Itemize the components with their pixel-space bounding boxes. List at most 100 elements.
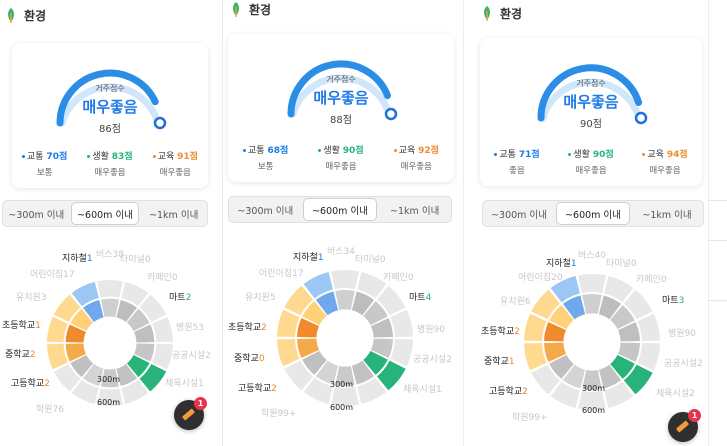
label-terminal[interactable]: 타미널0 bbox=[120, 255, 151, 265]
donut-outer-segment[interactable] bbox=[303, 377, 333, 404]
donut-outer-segment[interactable] bbox=[390, 338, 413, 367]
tab-1km[interactable]: ~1km 이내 bbox=[149, 209, 199, 221]
donut-inner-segment[interactable] bbox=[65, 343, 86, 362]
label-public[interactable]: 공공시설2 bbox=[664, 359, 703, 369]
donut-outer-segment[interactable] bbox=[376, 360, 406, 391]
donut-outer-segment[interactable] bbox=[303, 272, 333, 299]
donut-inner-segment[interactable] bbox=[65, 324, 86, 343]
donut-inner-segment[interactable] bbox=[562, 295, 586, 320]
donut-inner-segment[interactable] bbox=[582, 369, 602, 390]
donut-inner-segment[interactable] bbox=[315, 291, 339, 316]
donut-inner-segment[interactable] bbox=[351, 291, 375, 316]
donut-outer-segment[interactable] bbox=[331, 386, 359, 406]
donut-inner-segment[interactable] bbox=[544, 342, 567, 362]
donut-inner-segment[interactable] bbox=[302, 350, 327, 375]
donut-inner-segment[interactable] bbox=[70, 308, 94, 332]
label-cafe[interactable]: 카페인0 bbox=[636, 275, 667, 285]
label-elementary[interactable]: 초등학교1 bbox=[2, 321, 41, 331]
label-high[interactable]: 고등학교2 bbox=[11, 379, 50, 389]
tab-600m[interactable]: ~600m 이내 bbox=[302, 198, 378, 221]
donut-inner-segment[interactable] bbox=[363, 301, 388, 326]
label-subway[interactable]: 지하철1 bbox=[546, 259, 577, 269]
donut-outer-segment[interactable] bbox=[284, 360, 314, 391]
label-bus[interactable]: 버스34 bbox=[327, 247, 356, 257]
donut-outer-segment[interactable] bbox=[623, 364, 653, 395]
donut-inner-segment[interactable] bbox=[315, 360, 339, 385]
label-academy[interactable]: 학원76 bbox=[36, 405, 65, 415]
donut-inner-segment[interactable] bbox=[544, 322, 567, 342]
edit-fab-button[interactable]: 1 bbox=[668, 409, 701, 442]
donut-inner-segment[interactable] bbox=[116, 364, 137, 387]
label-elementary[interactable]: 초등학교2 bbox=[228, 323, 267, 333]
label-hospital[interactable]: 병원90 bbox=[417, 325, 446, 335]
donut-outer-segment[interactable] bbox=[637, 342, 660, 371]
donut-inner-segment[interactable] bbox=[126, 354, 150, 378]
label-kindergarten[interactable]: 유치원3 bbox=[16, 293, 47, 303]
donut-outer-segment[interactable] bbox=[53, 294, 81, 323]
donut-inner-segment[interactable] bbox=[83, 364, 104, 387]
label-subway[interactable]: 지하철1 bbox=[62, 254, 93, 264]
donut-inner-segment[interactable] bbox=[100, 298, 120, 318]
label-middle[interactable]: 중학교1 bbox=[484, 357, 515, 367]
donut-outer-segment[interactable] bbox=[97, 388, 123, 406]
donut-inner-segment[interactable] bbox=[617, 322, 640, 342]
donut-inner-segment[interactable] bbox=[562, 364, 586, 389]
donut-outer-segment[interactable] bbox=[139, 294, 167, 323]
donut-inner-segment[interactable] bbox=[302, 301, 327, 326]
donut-outer-segment[interactable] bbox=[390, 309, 413, 338]
donut-outer-segment[interactable] bbox=[277, 338, 300, 367]
label-sports[interactable]: 체육시설1 bbox=[403, 385, 442, 395]
donut-inner-segment[interactable] bbox=[549, 354, 574, 379]
label-high[interactable]: 고등학교2 bbox=[238, 384, 277, 394]
donut-outer-segment[interactable] bbox=[139, 363, 167, 392]
donut-inner-segment[interactable] bbox=[610, 354, 635, 379]
donut-inner-segment[interactable] bbox=[370, 338, 393, 358]
donut-outer-segment[interactable] bbox=[121, 281, 149, 307]
donut-outer-segment[interactable] bbox=[284, 285, 314, 316]
donut-outer-segment[interactable] bbox=[524, 313, 547, 342]
donut-outer-segment[interactable] bbox=[531, 364, 561, 395]
donut-outer-segment[interactable] bbox=[550, 276, 580, 303]
tab-1km[interactable]: ~1km 이내 bbox=[390, 205, 440, 217]
donut-outer-segment[interactable] bbox=[277, 309, 300, 338]
donut-outer-segment[interactable] bbox=[53, 363, 81, 392]
donut-inner-segment[interactable] bbox=[335, 365, 355, 386]
label-elementary[interactable]: 초등학교2 bbox=[481, 327, 520, 337]
donut-outer-segment[interactable] bbox=[376, 285, 406, 316]
donut-inner-segment[interactable] bbox=[370, 318, 393, 338]
edit-fab-button[interactable]: 1 bbox=[174, 397, 207, 430]
donut-outer-segment[interactable] bbox=[47, 343, 68, 370]
label-bus[interactable]: 버스38 bbox=[96, 250, 125, 260]
donut-outer-segment[interactable] bbox=[578, 390, 606, 410]
label-cafe[interactable]: 카페인0 bbox=[147, 273, 178, 283]
donut-outer-segment[interactable] bbox=[531, 289, 561, 320]
donut-inner-segment[interactable] bbox=[134, 343, 155, 362]
donut-outer-segment[interactable] bbox=[524, 342, 547, 371]
donut-inner-segment[interactable] bbox=[116, 299, 137, 322]
donut-outer-segment[interactable] bbox=[152, 343, 173, 370]
donut-inner-segment[interactable] bbox=[610, 305, 635, 330]
donut-inner-segment[interactable] bbox=[134, 324, 155, 343]
label-terminal[interactable]: 타미널0 bbox=[355, 255, 386, 265]
donut-inner-segment[interactable] bbox=[70, 354, 94, 378]
donut-inner-segment[interactable] bbox=[335, 290, 355, 311]
label-sports[interactable]: 체육시설1 bbox=[165, 379, 204, 389]
donut-outer-segment[interactable] bbox=[550, 381, 580, 408]
donut-inner-segment[interactable] bbox=[363, 350, 388, 375]
label-kindergarten[interactable]: 유치원6 bbox=[500, 297, 531, 307]
label-hospital[interactable]: 병원90 bbox=[668, 329, 697, 339]
label-cafe[interactable]: 카페인0 bbox=[383, 273, 414, 283]
tab-1km[interactable]: ~1km 이내 bbox=[642, 209, 692, 221]
donut-outer-segment[interactable] bbox=[604, 381, 634, 408]
label-bus[interactable]: 버스40 bbox=[578, 251, 607, 261]
tab-300m[interactable]: ~300m 이내 bbox=[237, 205, 294, 217]
label-middle[interactable]: 중학교0 bbox=[234, 354, 265, 364]
tab-300m[interactable]: ~300m 이내 bbox=[491, 209, 547, 221]
donut-inner-segment[interactable] bbox=[297, 338, 320, 358]
donut-inner-segment[interactable] bbox=[351, 360, 375, 385]
donut-outer-segment[interactable] bbox=[47, 316, 68, 343]
tab-600m[interactable]: ~600m 이내 bbox=[70, 202, 140, 225]
label-mart[interactable]: 마트4 bbox=[409, 293, 432, 303]
donut-inner-segment[interactable] bbox=[126, 308, 150, 332]
donut-outer-segment[interactable] bbox=[357, 377, 387, 404]
